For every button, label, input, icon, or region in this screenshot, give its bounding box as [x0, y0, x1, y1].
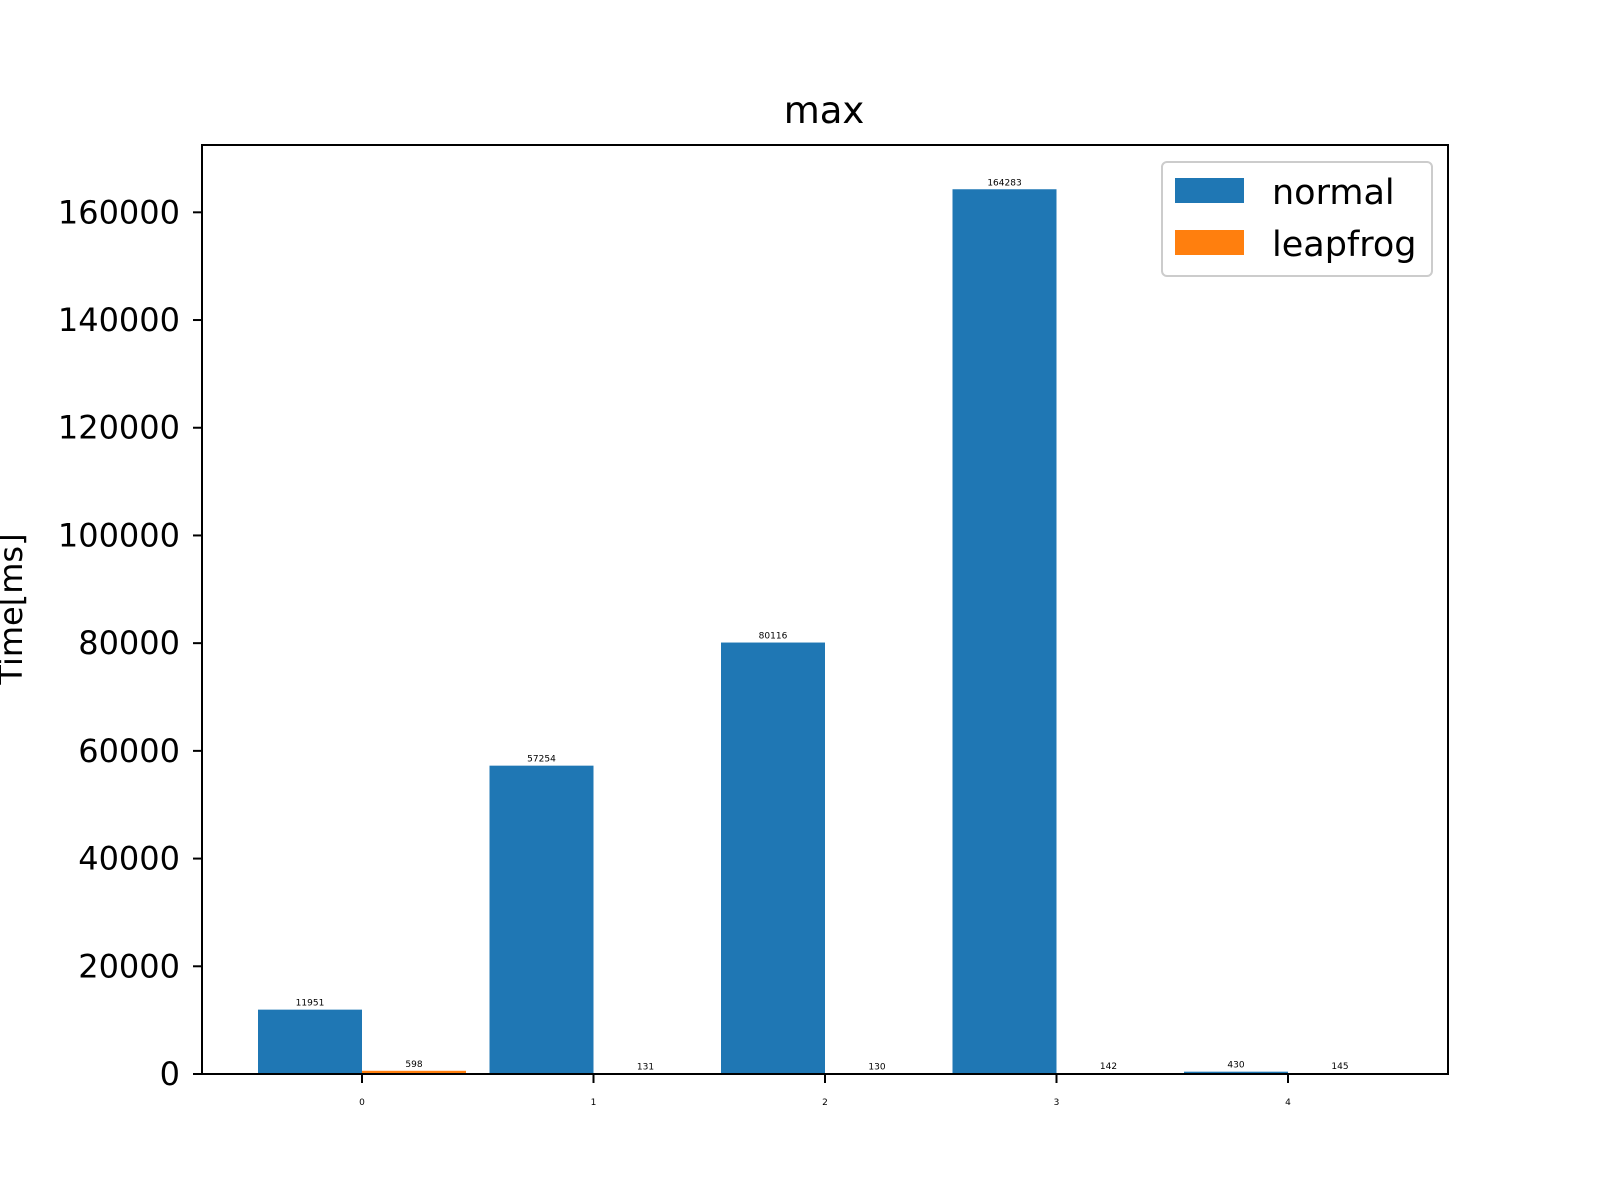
y-tick-label: 120000: [58, 409, 180, 447]
bar-normal-0: [258, 1009, 362, 1074]
bar-value-label-leapfrog-1: 131: [637, 1062, 654, 1072]
y-tick-label: 0: [160, 1055, 180, 1093]
bar-normal-3: [952, 189, 1057, 1075]
bar-normal-4: [1184, 1071, 1288, 1074]
legend-label-normal: normal: [1272, 173, 1395, 213]
bar-value-label-leapfrog-4: 145: [1331, 1062, 1348, 1072]
y-axis-label: Time[ms]: [0, 533, 30, 685]
legend-swatch-leapfrog: [1175, 230, 1244, 255]
bar-value-label-normal-2: 80116: [759, 632, 788, 642]
y-tick-label: 60000: [78, 732, 180, 770]
chart-title: max: [784, 89, 865, 132]
y-tick-label: 20000: [78, 947, 180, 985]
y-tick-label: 160000: [58, 193, 180, 231]
bar-value-label-leapfrog-2: 130: [868, 1062, 885, 1072]
y-tick-label: 80000: [78, 624, 180, 662]
bar-value-label-normal-4: 430: [1227, 1061, 1244, 1071]
bar-labels-layer: 11951 57254 80116 164283 430 598 131 130 142 145: [296, 178, 1349, 1072]
bar-value-label-normal-3: 164283: [987, 178, 1021, 188]
y-tick-label: 140000: [58, 301, 180, 339]
y-tick-label: 40000: [78, 840, 180, 878]
y-tick-label: 100000: [58, 516, 180, 554]
x-tick-label: 4: [1285, 1098, 1291, 1108]
bar-value-label-normal-0: 11951: [296, 999, 325, 1009]
bar-value-label-leapfrog-3: 142: [1100, 1062, 1117, 1072]
bar-value-label-normal-1: 57254: [527, 755, 556, 765]
legend-swatch-normal: [1175, 178, 1244, 203]
x-tick-label: 2: [822, 1098, 828, 1108]
bar-normal-1: [489, 765, 594, 1074]
bar-normal-2: [721, 642, 825, 1074]
x-tick-label: 1: [591, 1098, 597, 1108]
y-axis: 0 20000 40000 60000 80000 100000 120000 140000 1…: [58, 193, 202, 1093]
legend[interactable]: normal leapfrog: [1161, 161, 1433, 277]
bar-leapfrog-0: [362, 1070, 466, 1074]
x-axis: 0 1 2 3 4: [359, 1074, 1291, 1108]
x-tick-label: 0: [359, 1098, 365, 1108]
x-tick-label: 3: [1054, 1098, 1060, 1108]
legend-label-leapfrog: leapfrog: [1272, 225, 1417, 265]
bars-layer: [258, 189, 1392, 1075]
bar-value-label-leapfrog-0: 598: [405, 1060, 422, 1070]
